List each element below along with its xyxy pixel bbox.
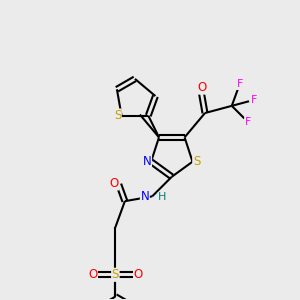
- Text: N: N: [140, 190, 149, 203]
- Text: O: O: [197, 81, 206, 94]
- Text: F: F: [250, 95, 257, 105]
- Text: S: S: [112, 268, 119, 281]
- Text: F: F: [236, 80, 243, 89]
- Text: N: N: [143, 155, 152, 168]
- Text: H: H: [158, 192, 166, 203]
- Text: O: O: [88, 268, 97, 281]
- Text: S: S: [114, 109, 121, 122]
- Text: S: S: [193, 155, 200, 168]
- Text: O: O: [134, 268, 143, 281]
- Text: O: O: [109, 177, 119, 190]
- Text: F: F: [245, 117, 251, 127]
